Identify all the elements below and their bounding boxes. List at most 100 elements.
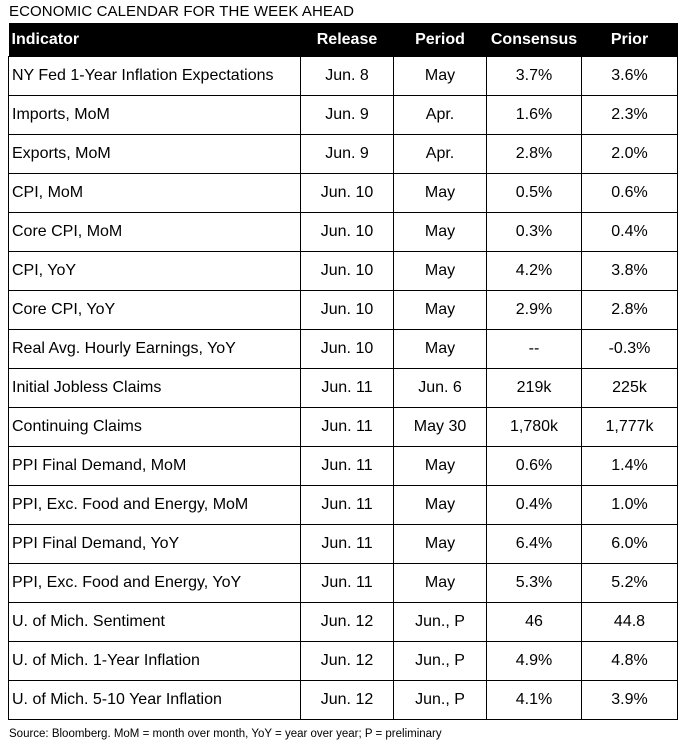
cell-period: May [393,56,487,96]
cell-period: May [393,524,487,564]
cell-period: May [393,290,487,330]
cell-release: Jun. 11 [300,446,394,486]
cell-prior: 3.6% [581,56,678,96]
cell-release: Jun. 11 [300,485,394,525]
table-row: Core CPI, YoY Jun. 10 May 2.9% 2.8% [8,290,678,330]
cell-period: May 30 [393,407,487,447]
cell-prior: 225k [581,368,678,408]
cell-release: Jun. 10 [300,212,394,252]
cell-consensus: 219k [486,368,582,408]
cell-consensus: 46 [486,602,582,642]
table-row: PPI Final Demand, YoY Jun. 11 May 6.4% 6.0% [8,524,678,564]
cell-release: Jun. 11 [300,407,394,447]
cell-release: Jun. 10 [300,251,394,291]
cell-period: May [393,446,487,486]
cell-consensus: 2.8% [486,134,582,174]
cell-indicator: PPI Final Demand, YoY [8,524,301,564]
cell-indicator: PPI, Exc. Food and Energy, MoM [8,485,301,525]
table-row: Initial Jobless Claims Jun. 11 Jun. 6 219k 2… [8,368,678,408]
cell-indicator: Core CPI, YoY [8,290,301,330]
cell-release: Jun. 10 [300,329,394,369]
header-release: Release [300,23,394,57]
cell-prior: 3.9% [581,680,678,720]
cell-indicator: CPI, MoM [8,173,301,213]
table-row: CPI, MoM Jun. 10 May 0.5% 0.6% [8,173,678,213]
cell-prior: 5.2% [581,563,678,603]
cell-consensus: 1,780k [486,407,582,447]
cell-consensus: 0.5% [486,173,582,213]
cell-indicator: U. of Mich. 1-Year Inflation [8,641,301,681]
cell-period: May [393,212,487,252]
cell-indicator: U. of Mich. Sentiment [8,602,301,642]
cell-release: Jun. 12 [300,680,394,720]
cell-indicator: NY Fed 1-Year Inflation Expectations [8,56,301,96]
cell-release: Jun. 10 [300,290,394,330]
table-row: NY Fed 1-Year Inflation Expectations Jun.… [8,56,678,96]
cell-consensus: 4.1% [486,680,582,720]
table-row: U. of Mich. Sentiment Jun. 12 Jun., P 46 44.… [8,602,678,642]
cell-period: Jun., P [393,680,487,720]
header-period: Period [393,23,487,57]
cell-release: Jun. 12 [300,602,394,642]
cell-prior: 1,777k [581,407,678,447]
cell-indicator: Initial Jobless Claims [8,368,301,408]
cell-consensus: 2.9% [486,290,582,330]
cell-indicator: Real Avg. Hourly Earnings, YoY [8,329,301,369]
cell-prior: -0.3% [581,329,678,369]
cell-prior: 0.6% [581,173,678,213]
cell-release: Jun. 9 [300,134,394,174]
table-row: Core CPI, MoM Jun. 10 May 0.3% 0.4% [8,212,678,252]
cell-consensus: 0.6% [486,446,582,486]
cell-consensus: 4.2% [486,251,582,291]
cell-period: Jun. 6 [393,368,487,408]
cell-consensus: 0.3% [486,212,582,252]
cell-consensus: 4.9% [486,641,582,681]
cell-indicator: U. of Mich. 5-10 Year Inflation [8,680,301,720]
table-row: PPI, Exc. Food and Energy, MoM Jun. 11 May… [8,485,678,525]
cell-release: Jun. 10 [300,173,394,213]
cell-prior: 2.0% [581,134,678,174]
cell-release: Jun. 12 [300,641,394,681]
table-row: PPI Final Demand, MoM Jun. 11 May 0.6% 1.4% [8,446,678,486]
cell-period: May [393,251,487,291]
table-row: Imports, MoM Jun. 9 Apr. 1.6% 2.3% [8,95,678,135]
cell-release: Jun. 11 [300,368,394,408]
cell-period: Apr. [393,95,487,135]
cell-indicator: Core CPI, MoM [8,212,301,252]
source-note: Source: Bloomberg. MoM = month over mont… [9,728,442,740]
cell-consensus: 5.3% [486,563,582,603]
cell-period: May [393,329,487,369]
cell-indicator: PPI Final Demand, MoM [8,446,301,486]
table-row: PPI, Exc. Food and Energy, YoY Jun. 11 May… [8,563,678,603]
cell-period: Jun., P [393,641,487,681]
cell-prior: 1.4% [581,446,678,486]
cell-prior: 1.0% [581,485,678,525]
cell-consensus: 3.7% [486,56,582,96]
cell-release: Jun. 8 [300,56,394,96]
cell-release: Jun. 11 [300,563,394,603]
table-row: Exports, MoM Jun. 9 Apr. 2.8% 2.0% [8,134,678,174]
cell-indicator: Continuing Claims [8,407,301,447]
cell-prior: 2.8% [581,290,678,330]
cell-period: May [393,173,487,213]
cell-prior: 0.4% [581,212,678,252]
cell-prior: 3.8% [581,251,678,291]
cell-indicator: Exports, MoM [8,134,301,174]
cell-period: May [393,563,487,603]
cell-indicator: Imports, MoM [8,95,301,135]
table-row: U. of Mich. 1-Year Inflation Jun. 12 Jun.,… [8,641,678,681]
table-row: Continuing Claims Jun. 11 May 30 1,780k 1,77… [8,407,678,447]
cell-indicator: PPI, Exc. Food and Energy, YoY [8,563,301,603]
table-row: Real Avg. Hourly Earnings, YoY Jun. 10 May… [8,329,678,369]
cell-consensus: 1.6% [486,95,582,135]
page-title: ECONOMIC CALENDAR FOR THE WEEK AHEAD [9,3,355,20]
cell-period: Apr. [393,134,487,174]
cell-release: Jun. 9 [300,95,394,135]
cell-indicator: CPI, YoY [8,251,301,291]
cell-consensus: -- [486,329,582,369]
cell-consensus: 0.4% [486,485,582,525]
header-indicator: Indicator [8,23,301,57]
cell-release: Jun. 11 [300,524,394,564]
table-row: U. of Mich. 5-10 Year Inflation Jun. 12 Ju… [8,680,678,720]
table-header-row: Indicator Release Period Consensus Prior [8,23,678,57]
